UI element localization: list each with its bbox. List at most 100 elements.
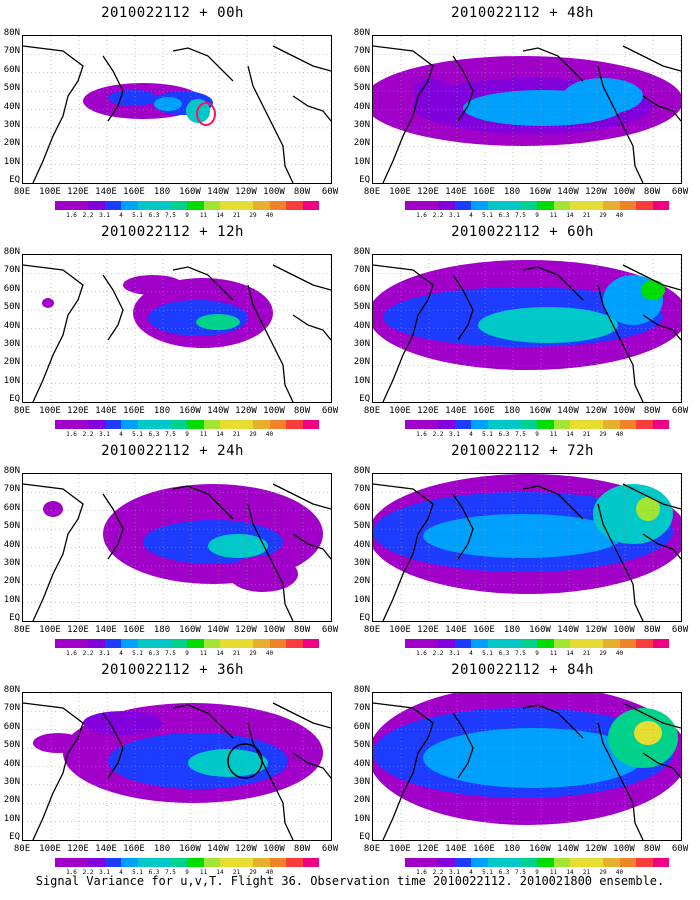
longitude-label: 140E (445, 187, 467, 197)
colorbar-level-label: 40 (265, 869, 274, 876)
longitude-label: 140E (95, 406, 117, 416)
colorbar-level-label: 11 (549, 869, 558, 876)
colorbar-level-label: 2.2 (82, 212, 94, 219)
colorbar-swatch (253, 201, 270, 210)
colorbar-swatch (454, 201, 471, 210)
colorbar-swatch (570, 420, 587, 429)
colorbar-swatch (137, 420, 154, 429)
longitude-label: 160E (473, 406, 495, 416)
longitude-label: 80E (13, 844, 31, 854)
variance-contour (478, 307, 618, 343)
longitude-label: 60W (321, 187, 339, 197)
colorbar-swatch (603, 639, 620, 648)
colorbar-swatch (203, 639, 220, 648)
variance-contour (33, 733, 83, 753)
latitude-label: 80N (3, 466, 20, 476)
colorbar-swatch (405, 639, 422, 648)
colorbar-level-label: 4 (469, 212, 473, 219)
colorbar-swatch (269, 639, 286, 648)
colorbar-swatch (487, 420, 504, 429)
colorbar-level-label: 11 (199, 431, 208, 438)
latitude-label: 50N (3, 740, 20, 751)
longitude-label: 80W (293, 406, 311, 416)
longitude-label: 120E (67, 844, 89, 854)
longitude-label: 180 (503, 406, 521, 416)
longitude-label: 100W (613, 844, 635, 854)
colorbar-level-label: 14 (566, 212, 574, 219)
latitude-label: 70N (353, 265, 370, 276)
colorbar-swatch (553, 420, 570, 429)
longitude-label: 60W (671, 406, 689, 416)
coastline (522, 704, 584, 739)
coastline (373, 264, 434, 402)
latitude-label: 60N (353, 283, 370, 294)
colorbar-swatch (88, 201, 105, 210)
map-panel: 2010022112 + 60h 80N 70N 60N 50N 40N 30N 20N 10N… (350, 224, 695, 438)
longitude-label: 120E (67, 625, 89, 635)
colorbar (55, 420, 319, 429)
latitude-label: 20N (3, 795, 20, 806)
colorbar-swatch (187, 420, 204, 429)
latitude-label: 20N (3, 138, 20, 149)
coastline (247, 65, 294, 183)
colorbar-level-label: 7.5 (165, 212, 176, 219)
colorbar-level-label: 14 (566, 869, 574, 876)
longitude-label: 140W (557, 625, 579, 635)
colorbar-level-label: 2.2 (82, 431, 94, 438)
latitude-label: 70N (353, 484, 370, 495)
colorbar-level-label: 1.6 (66, 431, 77, 438)
longitude-label: 180 (153, 844, 171, 854)
panel-title: 2010022112 + 48h (451, 5, 594, 21)
latitude-label: EQ (359, 832, 370, 842)
latitude-label: 50N (3, 83, 20, 94)
colorbar-level-label: 6.3 (148, 431, 160, 438)
colorbar-level-label: 7.5 (165, 431, 176, 438)
longitude-label: 100W (613, 187, 635, 197)
colorbar-swatch (652, 858, 669, 867)
colorbar-swatch (302, 201, 319, 210)
colorbar-swatch (137, 858, 154, 867)
longitude-label: 140W (207, 625, 229, 635)
map-panel: 2010022112 + 72h 80N 70N 60N 50N 40N 30N 20N 10N… (350, 443, 695, 657)
longitude-label: 140W (207, 187, 229, 197)
latitude-label: 30N (3, 557, 20, 568)
colorbar-swatch (438, 201, 455, 210)
colorbar-swatch (438, 858, 455, 867)
target-circle (227, 743, 263, 779)
colorbar-swatch (586, 420, 603, 429)
latitude-label: 60N (353, 721, 370, 732)
longitude-label: 100W (263, 406, 285, 416)
panel-title: 2010022112 + 72h (451, 443, 594, 459)
colorbar-swatch (570, 201, 587, 210)
colorbar-level-label: 1.6 (416, 431, 427, 438)
longitude-label: 160E (123, 625, 145, 635)
latitude-label: 80N (353, 685, 370, 695)
colorbar-level-label: 3.1 (449, 431, 460, 438)
colorbar-level-label: 21 (232, 650, 241, 657)
latitude-label: 40N (3, 758, 20, 769)
coastline (292, 95, 331, 122)
coastline (642, 752, 681, 779)
coastline (172, 47, 234, 82)
colorbar-level-label: 11 (549, 212, 558, 219)
colorbar-swatch (121, 639, 138, 648)
longitude-label: 180 (503, 625, 521, 635)
latitude-label: 80N (3, 247, 20, 257)
colorbar-level-label: 29 (249, 212, 257, 219)
colorbar-level-label: 7.5 (165, 869, 176, 876)
map-svg (23, 474, 331, 621)
coastline (23, 702, 84, 840)
longitude-label: 140W (557, 406, 579, 416)
colorbar-level-label: 11 (199, 869, 208, 876)
colorbar-level-label: 4 (469, 431, 473, 438)
colorbar-swatch (438, 420, 455, 429)
longitude-label: 140E (95, 625, 117, 635)
longitude-label: 100E (389, 844, 411, 854)
longitude-label: 120W (235, 625, 257, 635)
latitude-label: 70N (3, 703, 20, 714)
colorbar-labels: 1.6 2.2 3.1 4 5.1 6.3 7.5 9 11 14 21 29 40 (55, 431, 325, 439)
coastline (172, 485, 234, 520)
colorbar-swatch (438, 639, 455, 648)
panel-title: 2010022112 + 36h (101, 662, 244, 678)
colorbar-level-label: 5.1 (482, 650, 493, 657)
